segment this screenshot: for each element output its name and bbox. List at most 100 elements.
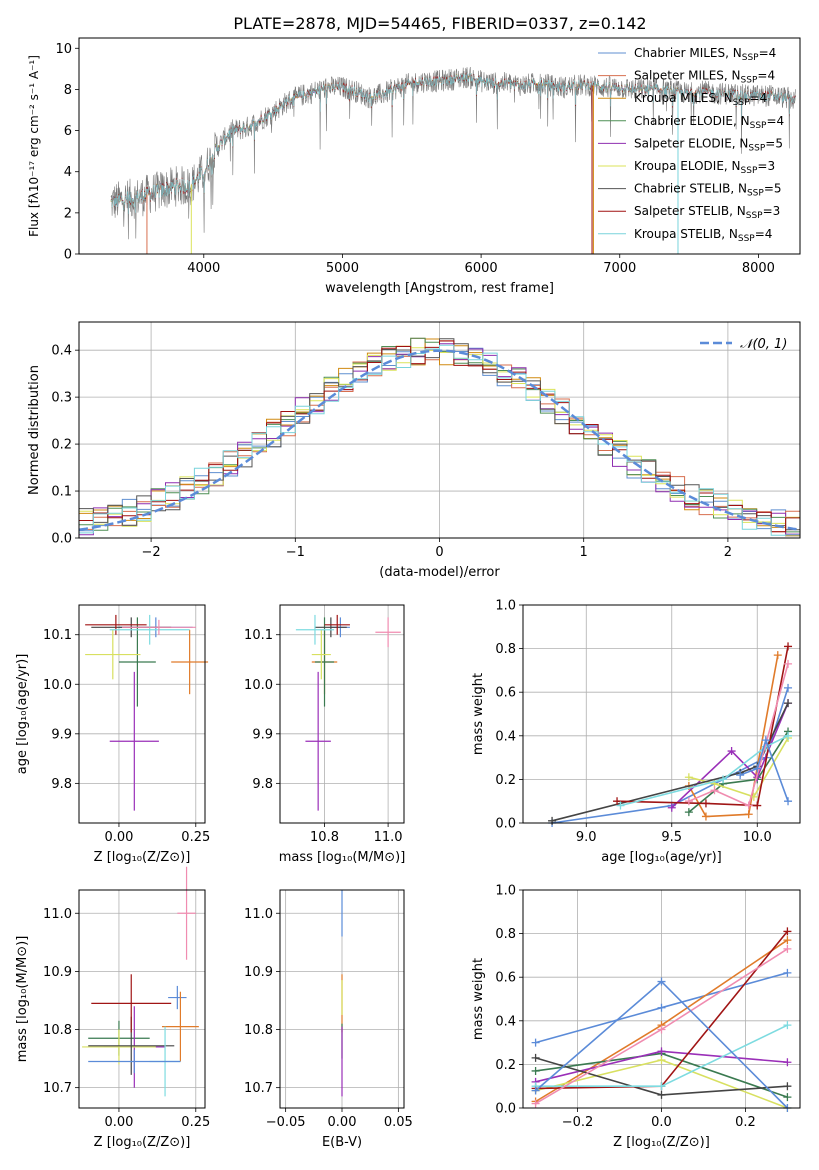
x-tick-label: 2 [724,545,732,560]
x-tick-label: 9.0 [576,830,597,845]
y-tick-label: 0.4 [495,1014,516,1029]
axes-frame [78,604,206,824]
axes-frame [279,889,405,1109]
legend-label: Salpeter STELIB, NSSP=3 [634,204,780,221]
series-marker [657,1025,666,1034]
series-line-1 [688,654,779,818]
x-tick-label: 0 [435,545,443,560]
series-marker [753,801,762,810]
series-line-4 [688,737,789,798]
legend-label-suffix: =4 [755,227,773,241]
series-marker [727,747,736,756]
series-line-0 [551,687,789,824]
x-tick-label: 10.8 [310,830,339,845]
y-tick-label: 8 [64,83,72,98]
figure-title: PLATE=2878, MJD=54465, FIBERID=0337, z=0… [233,14,646,33]
x-axis-label: Z [log₁₀(Z/Z⊙)] [94,850,191,865]
histogram-steps [79,337,800,537]
y-tick-label: 1.0 [495,884,516,899]
x-tick-label: 5000 [326,261,359,276]
y-axis-label: mass [log₁₀(M/M⊙)] [15,936,30,1063]
series-marker [684,797,693,806]
y-tick-label: 10.7 [43,1081,72,1096]
y-tick-label: 10.7 [244,1081,273,1096]
series-marker [761,736,770,745]
y-tick-label: 0.6 [495,686,516,701]
series-marker [784,642,793,651]
x-tick-label: 0.25 [181,830,210,845]
spectrum-line-8 [110,72,796,215]
residuals-panel: −2 −1 0 1 2 0.0 0.1 0.2 0.3 0.4 (data-model)/error… [27,321,801,580]
series-marker [783,1058,792,1067]
x-axis-label: wavelength [Angstrom, rest frame] [325,281,554,296]
y-tick-label: 0.4 [495,729,516,744]
legend-label-suffix: =3 [757,159,775,173]
y-tick-label: 0.0 [495,1102,516,1117]
series-marker [616,801,625,810]
series-marker [613,797,622,806]
legend-label-sub: SSP [750,121,767,131]
legend-label: Chabrier MILES, NSSP=4 [634,46,776,63]
legend-label-suffix: =5 [765,136,783,150]
x-tick-label: 10.0 [743,830,772,845]
series-marker [744,801,753,810]
y-tick-label: 10 [55,42,72,57]
y-tick-label: 0.0 [51,532,72,547]
legend-label-sub: SSP [746,211,763,221]
series-marker [531,1086,540,1095]
histogram-series-8 [79,344,800,536]
x-tick-label: −1 [286,545,305,560]
series-marker [784,699,793,708]
legend-label-main: Salpeter ELODIE, N [634,136,748,150]
x-tick-label: 0.0 [651,1115,672,1130]
x-tick-label: −0.2 [562,1115,594,1130]
series-marker [657,1003,666,1012]
y-axis-label: mass weight [471,673,486,755]
series-marker [783,968,792,977]
y-tick-label: 10.9 [244,965,273,980]
legend-label-main: Salpeter MILES, N [634,69,741,83]
x-tick-label: 1 [580,545,588,560]
y-tick-label: 0.2 [495,1058,516,1073]
legend-label: Kroupa STELIB, NSSP=4 [634,227,772,244]
y-axis-label: Normed distribution [27,365,42,495]
x-tick-label: −2 [142,545,161,560]
series-marker [531,1066,540,1075]
y-tick-label: 11.0 [43,907,72,922]
spectrum-panel: 4000 5000 6000 7000 8000 0 2 4 6 8 10 wavelength [A… [27,37,801,296]
legend-label-main: Chabrier STELIB, N [634,182,747,196]
legend-label: Chabrier ELODIE, NSSP=4 [634,114,784,131]
y-tick-label: 10.1 [244,628,273,643]
series-marker [701,799,710,808]
spectrum-lines [110,66,796,254]
series-marker [531,1038,540,1047]
series-marker [657,1090,666,1099]
series-marker [657,1056,666,1065]
series-marker [753,764,762,773]
y-tick-label: 0.8 [495,642,516,657]
y-tick-label: 4 [64,165,72,180]
legend-label-main: Chabrier ELODIE, N [634,114,750,128]
series-marker [784,731,793,740]
y-tick-label: 0.2 [495,773,516,788]
legend-label: 𝒩(0, 1) [740,337,787,352]
mass-vs-metallicity-panel: 0.00 0.25 10.7 10.8 10.9 11.0 Z [log₁₀(Z/Z⊙)] m… [15,866,210,1150]
x-tick-label: −0.05 [266,1115,306,1130]
legend-label: Kroupa ELODIE, NSSP=3 [634,159,775,176]
series-marker [783,1093,792,1102]
x-tick-label: 0.00 [104,1115,133,1130]
legend-label-sub: SSP [741,166,758,176]
series-marker [736,771,745,780]
axes-frame [522,604,801,824]
legend-label-main: Kroupa MILES, N [634,91,733,105]
x-axis-label: mass [log₁₀(M/M⊙)] [279,850,406,865]
y-tick-label: 10.8 [43,1023,72,1038]
legend-label-sub: SSP [733,98,750,108]
series-marker [719,775,728,784]
x-axis-label: Z [log₁₀(Z/Z⊙)] [94,1135,191,1150]
y-tick-label: 9.8 [51,777,72,792]
x-tick-label: 0.2 [735,1115,756,1130]
x-axis-label: age [log₁₀(age/yr)] [601,850,722,865]
legend-label-main: Kroupa STELIB, N [634,227,738,241]
